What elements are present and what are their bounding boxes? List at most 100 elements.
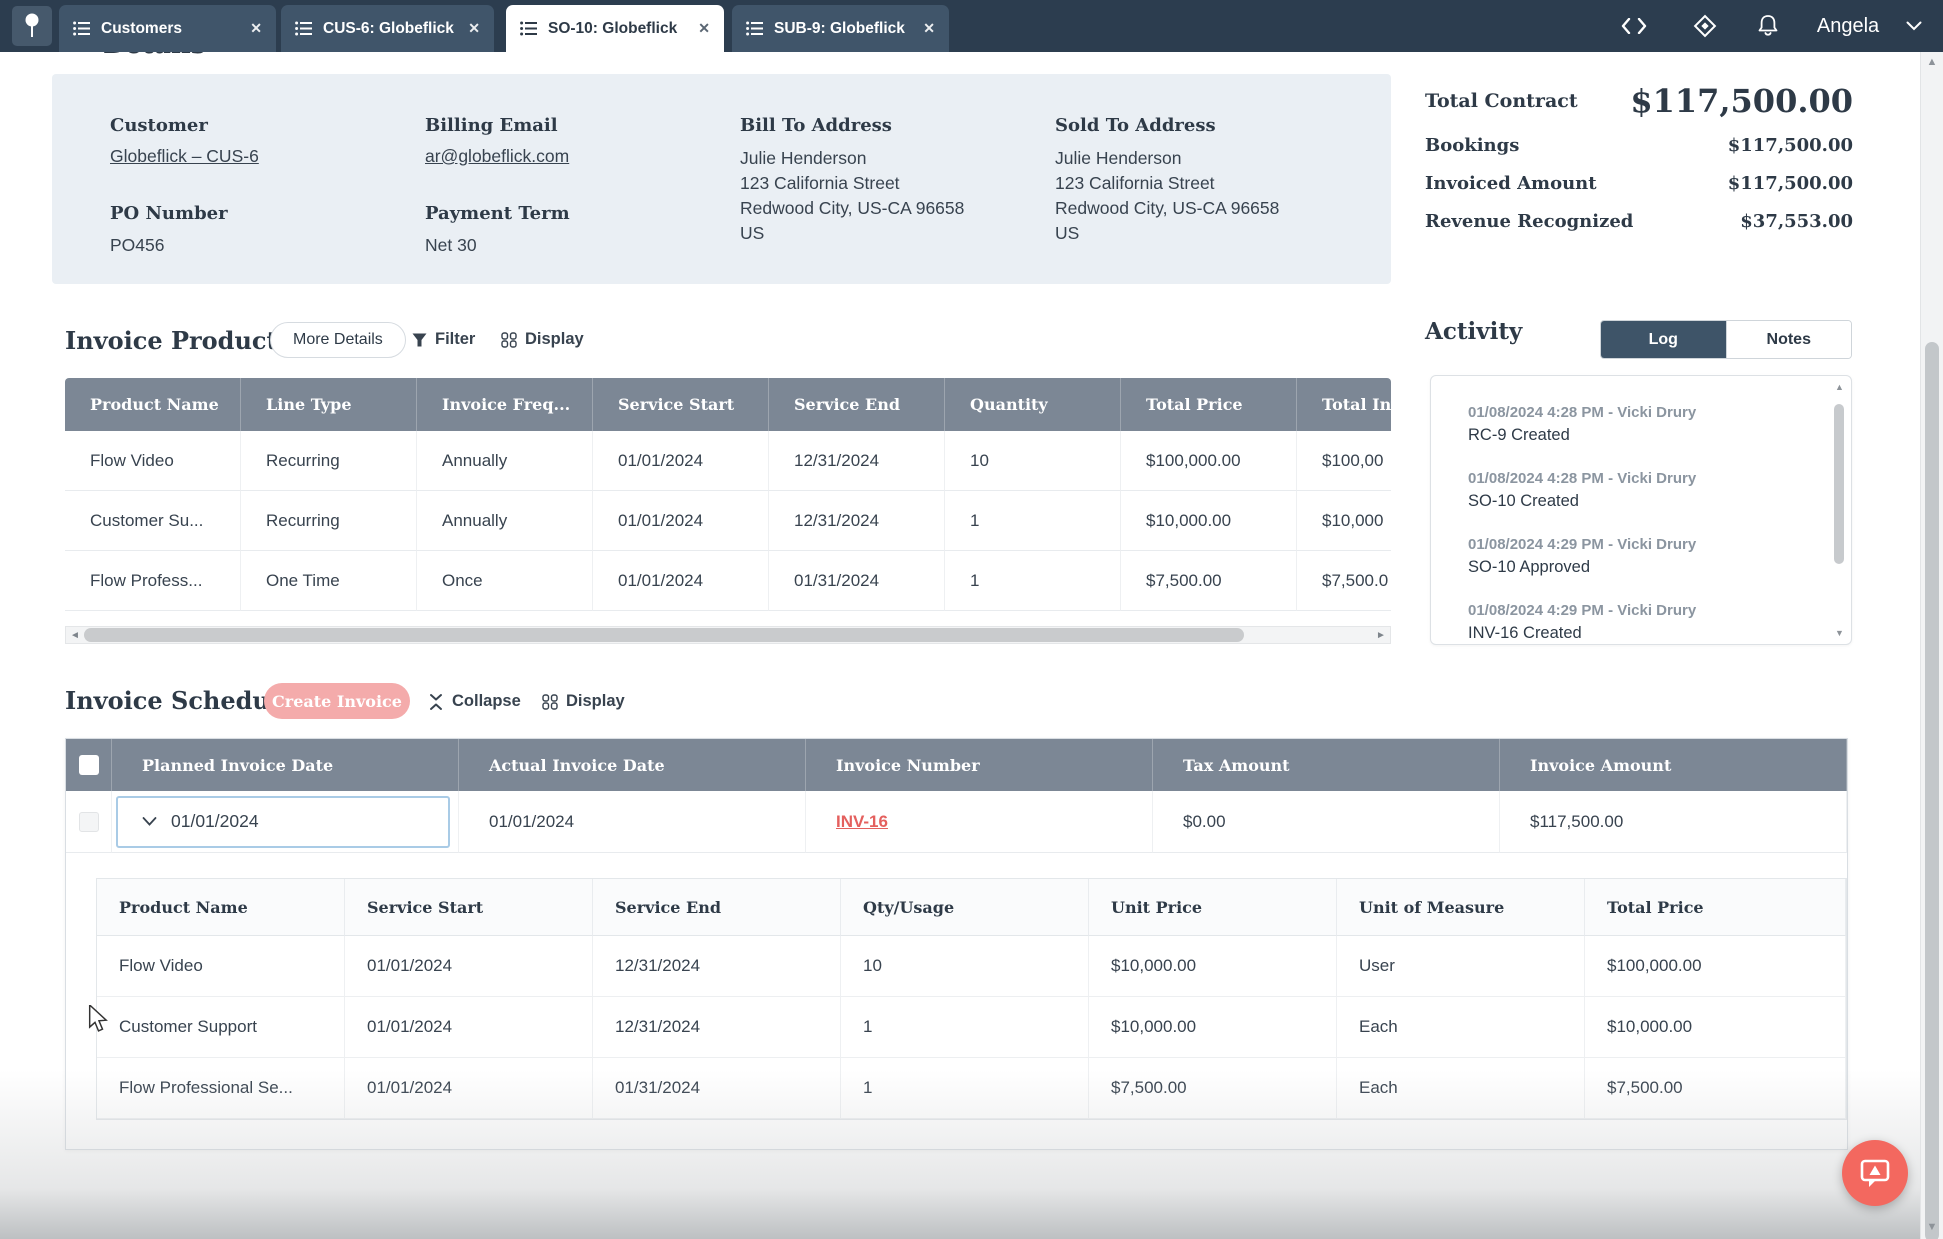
table-cell[interactable]: Customer Su...	[65, 491, 241, 551]
row-checkbox[interactable]	[79, 811, 99, 832]
table-cell[interactable]: Flow Profess...	[65, 551, 241, 611]
customer-link[interactable]: Globeflick – CUS-6	[110, 146, 259, 166]
scroll-right-arrow[interactable]: ►	[1376, 629, 1386, 641]
sold-to-address: Julie Henderson 123 California Street Re…	[1055, 148, 1280, 243]
total-contract-label: Total Contract	[1425, 90, 1578, 112]
select-all-checkbox[interactable]	[79, 755, 99, 775]
table-cell: 10	[841, 936, 1089, 997]
filter-button[interactable]: Filter	[412, 330, 475, 349]
scroll-up-arrow[interactable]: ▲	[1926, 56, 1938, 68]
column-header[interactable]: Invoice Freq...	[417, 378, 593, 431]
log-entry: 01/08/2024 4:28 PM - Vicki Drury RC-9 Cr…	[1468, 404, 1697, 444]
user-menu-chevron[interactable]	[1896, 0, 1932, 52]
user-menu[interactable]: Angela	[1800, 0, 1896, 52]
table-cell[interactable]: Flow Video	[97, 936, 345, 997]
window-scrollbar[interactable]: ▲ ▼	[1920, 52, 1943, 1239]
column-header[interactable]: Service Start	[593, 378, 769, 431]
pin-button[interactable]	[12, 6, 52, 46]
more-details-button[interactable]: More Details	[270, 322, 406, 358]
po-number-value: PO456	[110, 235, 165, 255]
column-header[interactable]: Qty/Usage	[841, 879, 1089, 936]
table-cell[interactable]: Customer Support	[97, 997, 345, 1058]
help-chat-fab[interactable]	[1842, 1140, 1908, 1206]
column-header[interactable]: Unit Price	[1089, 879, 1337, 936]
column-header[interactable]: Tax Amount	[1153, 739, 1500, 791]
scroll-up-arrow[interactable]: ▲	[1835, 382, 1844, 392]
schedule-display-button[interactable]: Display	[542, 692, 625, 711]
column-header[interactable]: Actual Invoice Date	[459, 739, 806, 791]
tab-sub-9[interactable]: SUB-9: Globeflick ✕	[732, 5, 949, 52]
scroll-down-arrow[interactable]: ▼	[1835, 628, 1844, 638]
column-header[interactable]: Service End	[769, 378, 945, 431]
tab-cus-6[interactable]: CUS-6: Globeflick ✕	[281, 5, 494, 52]
planned-date-editor[interactable]: 01/01/2024	[116, 795, 450, 848]
column-header[interactable]: Invoice Number	[806, 739, 1153, 791]
table-cell: 01/01/2024	[593, 551, 769, 611]
table-cell: 01/31/2024	[593, 1058, 841, 1119]
column-header[interactable]: Service End	[593, 879, 841, 936]
table-cell: $10,000.00	[1089, 997, 1337, 1058]
column-header[interactable]: Total Inv	[1297, 378, 1391, 431]
billing-email-link[interactable]: ar@globeflick.com	[425, 146, 570, 166]
code-button[interactable]	[1612, 0, 1656, 52]
po-number-label: PO Number	[110, 203, 228, 224]
tab-label: CUS-6: Globeflick	[323, 19, 454, 37]
column-header[interactable]: Quantity	[945, 378, 1121, 431]
column-header[interactable]: Unit of Measure	[1337, 879, 1585, 936]
chevron-down-icon	[1906, 21, 1922, 31]
column-header[interactable]: Line Type	[241, 378, 417, 431]
invoiced-amount-value: $117,500.00	[1727, 173, 1853, 194]
create-invoice-button[interactable]: Create Invoice	[264, 683, 410, 719]
column-header[interactable]: Invoice Amount	[1500, 739, 1847, 791]
scrollbar-thumb[interactable]	[84, 628, 1244, 642]
table-cell[interactable]: Flow Professional Se...	[97, 1058, 345, 1119]
table-cell: 1	[945, 551, 1121, 611]
notifications-button[interactable]	[1746, 0, 1790, 52]
total-contract-value: $117,500.00	[1630, 82, 1853, 120]
close-icon[interactable]: ✕	[698, 20, 710, 36]
column-header[interactable]: Service Start	[345, 879, 593, 936]
tab-so-10-active[interactable]: SO-10: Globeflick ✕	[506, 5, 724, 52]
scrollbar-thumb[interactable]	[1834, 404, 1844, 564]
close-icon[interactable]: ✕	[468, 20, 480, 36]
notes-tab[interactable]: Notes	[1725, 321, 1851, 358]
table-cell[interactable]: Flow Video	[65, 431, 241, 491]
scroll-down-arrow[interactable]: ▼	[1926, 1221, 1938, 1233]
table-cell: $10,000.00	[1585, 997, 1846, 1058]
table-cell: $100,000.00	[1121, 431, 1297, 491]
invoice-schedule-table: Planned Invoice Date Actual Invoice Date…	[65, 738, 1848, 1150]
scrollbar-thumb[interactable]	[1925, 342, 1939, 1239]
scroll-left-arrow[interactable]: ◄	[70, 629, 80, 641]
contract-summary: Total Contract $117,500.00 Bookings $117…	[1425, 82, 1853, 252]
list-icon	[746, 21, 763, 36]
tab-customers[interactable]: Customers ✕	[59, 5, 276, 52]
close-icon[interactable]: ✕	[250, 20, 262, 36]
column-header[interactable]: Total Price	[1121, 378, 1297, 431]
column-header[interactable]: Product Name	[65, 378, 241, 431]
products-horizontal-scrollbar[interactable]: ◄ ►	[65, 626, 1391, 644]
customer-label: Customer	[110, 115, 208, 136]
activity-log-card: 01/08/2024 4:28 PM - Vicki Drury RC-9 Cr…	[1430, 375, 1852, 645]
table-cell: 12/31/2024	[593, 997, 841, 1058]
column-header[interactable]: Total Price	[1585, 879, 1846, 936]
filter-icon	[412, 333, 427, 346]
table-cell: 1	[841, 1058, 1089, 1119]
display-button[interactable]: Display	[501, 330, 584, 349]
column-header[interactable]: Planned Invoice Date	[112, 739, 459, 791]
log-entry: 01/08/2024 4:29 PM - Vicki Drury SO-10 A…	[1468, 536, 1697, 576]
invoiced-amount-label: Invoiced Amount	[1425, 173, 1597, 194]
bell-icon	[1758, 15, 1778, 36]
log-tab[interactable]: Log	[1601, 321, 1726, 358]
collapse-button[interactable]: Collapse	[428, 692, 521, 711]
table-cell: 10	[945, 431, 1121, 491]
close-icon[interactable]: ✕	[923, 20, 935, 36]
bookings-value: $117,500.00	[1727, 135, 1853, 156]
column-header[interactable]: Product Name	[97, 879, 345, 936]
table-cell: 01/01/2024	[345, 997, 593, 1058]
invoice-link[interactable]: INV-16	[836, 811, 888, 831]
table-cell: Annually	[417, 491, 593, 551]
activity-scrollbar[interactable]: ▲ ▼	[1833, 382, 1846, 638]
releases-button[interactable]	[1683, 0, 1727, 52]
tab-label: Customers	[101, 19, 182, 37]
